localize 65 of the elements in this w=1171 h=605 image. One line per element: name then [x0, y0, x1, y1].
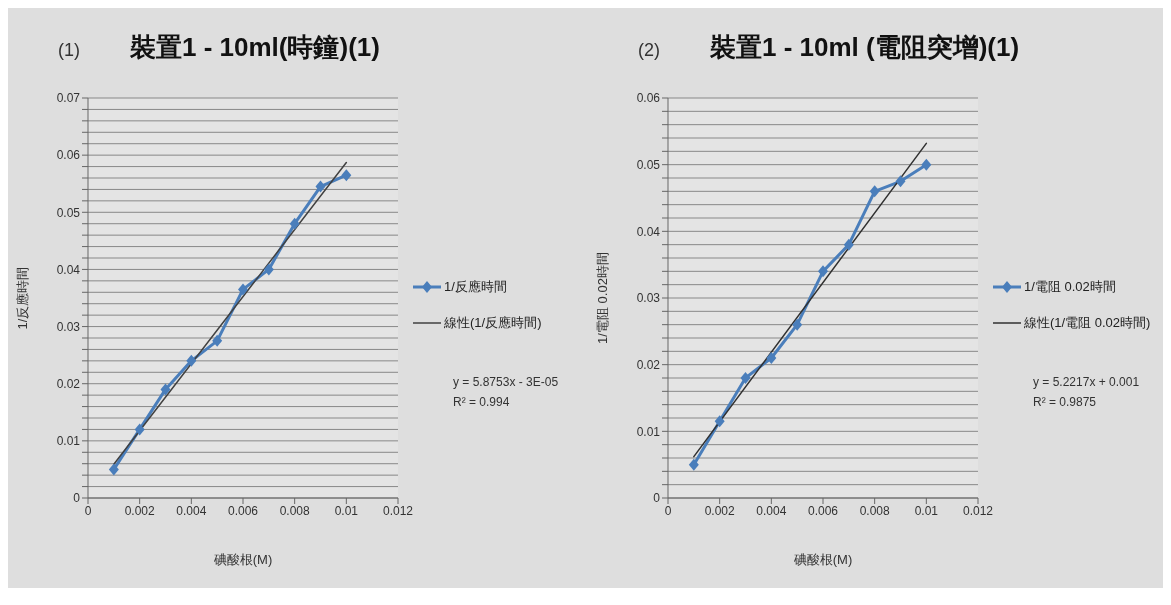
- point: [714, 415, 725, 428]
- point: [263, 263, 274, 276]
- point: [238, 283, 248, 296]
- x-axis-title: 碘酸根(M): [212, 552, 273, 567]
- x-tick-label: 0.006: [227, 503, 259, 518]
- x-tick-label: 0.002: [124, 503, 156, 518]
- y-tick-label: 0.02: [636, 357, 661, 372]
- text: (2): [638, 40, 660, 61]
- x-tick-label: 0.012: [962, 503, 994, 518]
- y-axis-title: 1/電阻 0.02時間: [594, 252, 610, 344]
- y-tick-label: 0.03: [636, 291, 661, 306]
- text: y = 5.2217x + 0.001: [1033, 374, 1141, 391]
- x-tick-label: 0: [664, 503, 672, 518]
- y-tick-label: 0.05: [56, 205, 81, 220]
- x-tick-label: 0.008: [859, 503, 891, 518]
- point: [341, 169, 352, 182]
- x-tick-label: 0.01: [334, 503, 359, 518]
- point: [289, 217, 300, 230]
- point: [843, 238, 854, 251]
- x-tick-label: 0.002: [704, 503, 736, 518]
- point: [766, 352, 777, 364]
- x-tick-label: 0.004: [756, 503, 787, 518]
- y-tick-label: 0: [653, 491, 661, 506]
- y-tick-label: 0.04: [636, 224, 661, 239]
- text: (1): [58, 40, 80, 61]
- text: R² = 0.994: [453, 394, 511, 411]
- x-axis-title: 碘酸根(M): [792, 552, 853, 567]
- point: [315, 180, 326, 193]
- y-tick-label: 0.03: [56, 319, 81, 334]
- point: [186, 354, 197, 367]
- legend-label: 1/電阻 0.02時間: [1024, 278, 1116, 296]
- point: [134, 423, 145, 436]
- y-tick-label: 0.07: [56, 91, 81, 106]
- legend-label: 線性(1/反應時間): [444, 314, 542, 332]
- x-tick-label: 0: [84, 503, 92, 518]
- text: R² = 0.9875: [1033, 394, 1098, 411]
- y-axis-title: 1/反應時間: [14, 266, 30, 330]
- y-tick-label: 0.01: [636, 424, 661, 439]
- y-tick-label: 0.02: [56, 376, 81, 391]
- x-tick-label: 0.01: [914, 503, 939, 518]
- x-tick-label: 0.012: [382, 503, 414, 518]
- point: [160, 383, 171, 396]
- y-tick-label: 0.04: [56, 262, 81, 277]
- x-tick-label: 0.004: [176, 503, 207, 518]
- legend-label: 1/反應時間: [444, 278, 507, 296]
- y-tick-label: 0: [73, 491, 81, 506]
- legend-label: 線性(1/電阻 0.02時間): [1024, 314, 1151, 332]
- y-tick-label: 0.01: [56, 434, 81, 449]
- chart-title: 裝置1 - 10ml(時鐘)(1): [130, 31, 380, 64]
- point: [792, 318, 803, 331]
- y-tick-label: 0.06: [636, 91, 661, 106]
- text: y = 5.8753x - 3E-05: [453, 374, 559, 391]
- point: [895, 175, 906, 188]
- point: [212, 334, 223, 347]
- point: [740, 372, 751, 384]
- x-tick-label: 0.006: [807, 503, 839, 518]
- x-tick-label: 0.008: [279, 503, 311, 518]
- chart-title: 裝置1 - 10ml (電阻突增)(1): [710, 31, 1020, 64]
- point: [108, 463, 119, 476]
- y-tick-label: 0.06: [56, 148, 81, 163]
- point: [869, 185, 880, 198]
- y-tick-label: 0.05: [636, 157, 661, 172]
- point: [818, 265, 828, 278]
- point: [921, 158, 932, 171]
- point: [688, 458, 699, 471]
